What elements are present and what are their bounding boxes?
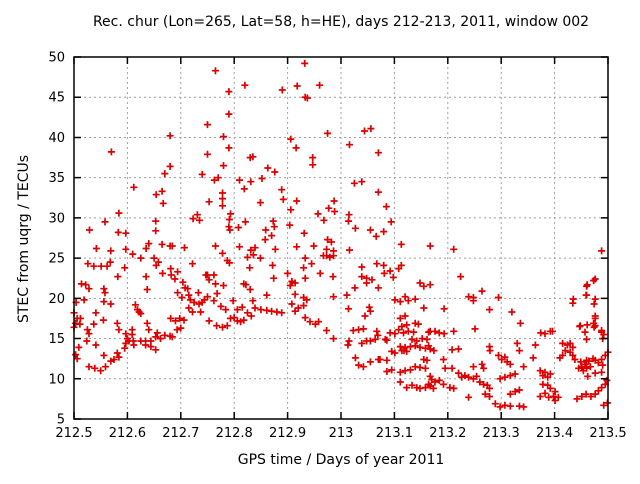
x-tick-label: 213.1 xyxy=(376,426,413,441)
x-axis-label: GPS time / Days of year 2011 xyxy=(237,452,445,468)
data-points xyxy=(70,59,612,411)
x-tick-label: 212.9 xyxy=(269,426,306,441)
x-tick-label: 213 xyxy=(329,426,354,441)
x-tick-label: 213.3 xyxy=(483,426,520,441)
x-tick-label: 212.7 xyxy=(162,426,199,441)
x-tick-label: 212.5 xyxy=(55,426,92,441)
y-axis-label: STEC from uqrg / TECUs xyxy=(16,154,32,324)
chart-title: Rec. chur (Lon=265, Lat=58, h=HE), days … xyxy=(92,14,590,30)
x-tick-label: 213.5 xyxy=(589,426,626,441)
y-tick-label: 5 xyxy=(57,413,65,428)
y-tick-label: 50 xyxy=(48,51,65,66)
y-tick-label: 40 xyxy=(48,131,65,146)
y-tick-label: 20 xyxy=(48,292,65,307)
y-tick-label: 10 xyxy=(48,372,65,387)
x-tick-label: 213.2 xyxy=(429,426,466,441)
axis-ticks xyxy=(73,56,609,420)
x-tick-label: 213.4 xyxy=(536,426,573,441)
y-tick-label: 45 xyxy=(48,91,65,106)
x-tick-label: 212.6 xyxy=(109,426,146,441)
y-tick-label: 30 xyxy=(48,211,65,226)
y-tick-label: 25 xyxy=(48,252,65,267)
x-tick-label: 212.8 xyxy=(216,426,253,441)
y-tick-label: 15 xyxy=(48,332,65,347)
y-tick-label: 35 xyxy=(48,171,65,186)
